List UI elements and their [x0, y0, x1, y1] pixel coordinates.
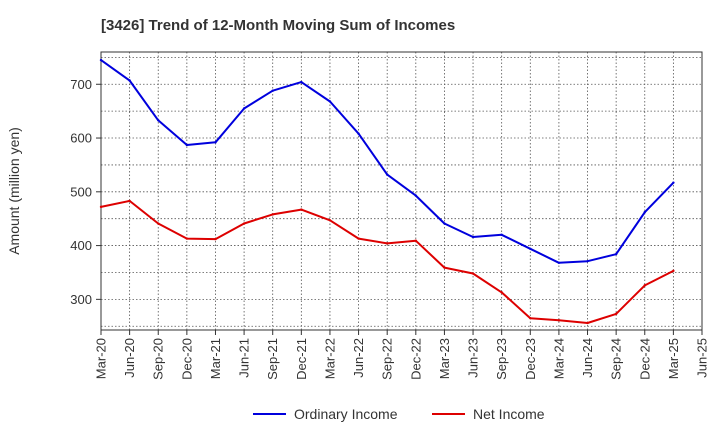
x-tick-label: Mar-21	[208, 338, 223, 379]
net-income-point	[357, 237, 360, 240]
net-income-point	[385, 242, 389, 245]
x-tick-label: Dec-22	[408, 338, 423, 380]
net-income-point	[529, 316, 532, 320]
y-tick-label: 600	[70, 131, 92, 146]
x-tick-label: Mar-24	[551, 338, 566, 379]
x-tick-label: Sep-24	[609, 338, 624, 380]
y-axis: 300 400 500 600 700	[70, 77, 101, 307]
net-income-point	[643, 284, 646, 287]
ordinary-income-point	[614, 252, 618, 256]
legend-label-ordinary-income: Ordinary Income	[294, 406, 398, 422]
net-income-point	[300, 208, 303, 211]
x-axis: Mar-20 Jun-20 Sep-20 Dec-20 Mar-21 Jun-21 Sep-…	[94, 330, 710, 380]
x-tick-label: Mar-20	[94, 338, 109, 379]
net-income-point	[471, 272, 475, 275]
ordinary-income-point	[443, 222, 446, 225]
ordinary-income-point	[672, 181, 675, 184]
ordinary-income-point	[157, 119, 160, 122]
net-income-point	[185, 237, 189, 240]
x-tick-label: Sep-23	[494, 338, 509, 380]
ordinary-income-point	[471, 235, 475, 239]
y-tick-label: 400	[70, 238, 92, 253]
ordinary-income-point	[185, 143, 189, 147]
y-axis-label: Amount (million yen)	[6, 127, 22, 255]
net-income-point	[128, 199, 131, 203]
net-income-point	[157, 222, 160, 225]
x-tick-label: Dec-20	[179, 338, 194, 380]
x-tick-label: Mar-22	[322, 338, 337, 379]
net-income-point	[99, 205, 103, 209]
ordinary-income-point	[271, 89, 274, 92]
legend-label-net-income: Net Income	[473, 406, 545, 422]
ordinary-income-point	[414, 194, 418, 197]
ordinary-income-point	[643, 211, 646, 214]
ordinary-income-point	[99, 58, 103, 62]
ordinary-income-point	[557, 261, 561, 264]
net-income-point	[414, 239, 418, 242]
net-income-point	[500, 291, 503, 294]
x-tick-label: Jun-24	[580, 338, 595, 378]
x-tick-label: Sep-21	[265, 338, 280, 380]
net-income-point	[242, 222, 246, 225]
x-tick-label: Sep-20	[151, 338, 166, 380]
ordinary-income-point	[357, 132, 360, 135]
net-income-point	[586, 321, 589, 325]
x-tick-label: Dec-24	[637, 338, 652, 380]
x-tick-label: Dec-21	[294, 338, 309, 380]
net-income-point	[443, 266, 446, 269]
ordinary-income-point	[242, 107, 246, 110]
x-tick-label: Mar-23	[437, 338, 452, 379]
ordinary-income-point	[529, 247, 532, 251]
legend: Ordinary Income Net Income	[253, 406, 545, 422]
x-tick-label: Mar-25	[666, 338, 681, 379]
x-tick-label: Jun-21	[237, 338, 252, 378]
ordinary-income-point	[300, 80, 303, 84]
ordinary-income-point	[214, 141, 217, 144]
net-income-point	[614, 312, 618, 316]
net-income-point	[328, 219, 332, 222]
ordinary-income-point	[586, 259, 589, 263]
ordinary-income-point	[385, 173, 389, 176]
ordinary-income-point	[328, 100, 332, 103]
x-tick-label: Jun-22	[351, 338, 366, 378]
y-tick-label: 300	[70, 292, 92, 307]
x-tick-label: Jun-25	[695, 338, 710, 378]
ordinary-income-point	[128, 79, 131, 82]
y-tick-label: 500	[70, 184, 92, 199]
chart-title: [3426] Trend of 12-Month Moving Sum of I…	[101, 17, 455, 34]
x-tick-label: Dec-23	[523, 338, 538, 380]
ordinary-income-point	[500, 233, 503, 237]
net-income-point	[214, 237, 217, 241]
plot-area	[100, 51, 703, 331]
x-tick-label: Jun-20	[122, 338, 137, 378]
x-tick-label: Jun-23	[466, 338, 481, 378]
series-lines	[99, 58, 675, 325]
net-income-point	[672, 269, 675, 273]
y-tick-label: 700	[70, 77, 92, 92]
net-income-point	[557, 319, 561, 322]
gridlines	[101, 52, 702, 330]
net-income-point	[271, 213, 274, 216]
x-tick-label: Sep-22	[380, 338, 395, 380]
